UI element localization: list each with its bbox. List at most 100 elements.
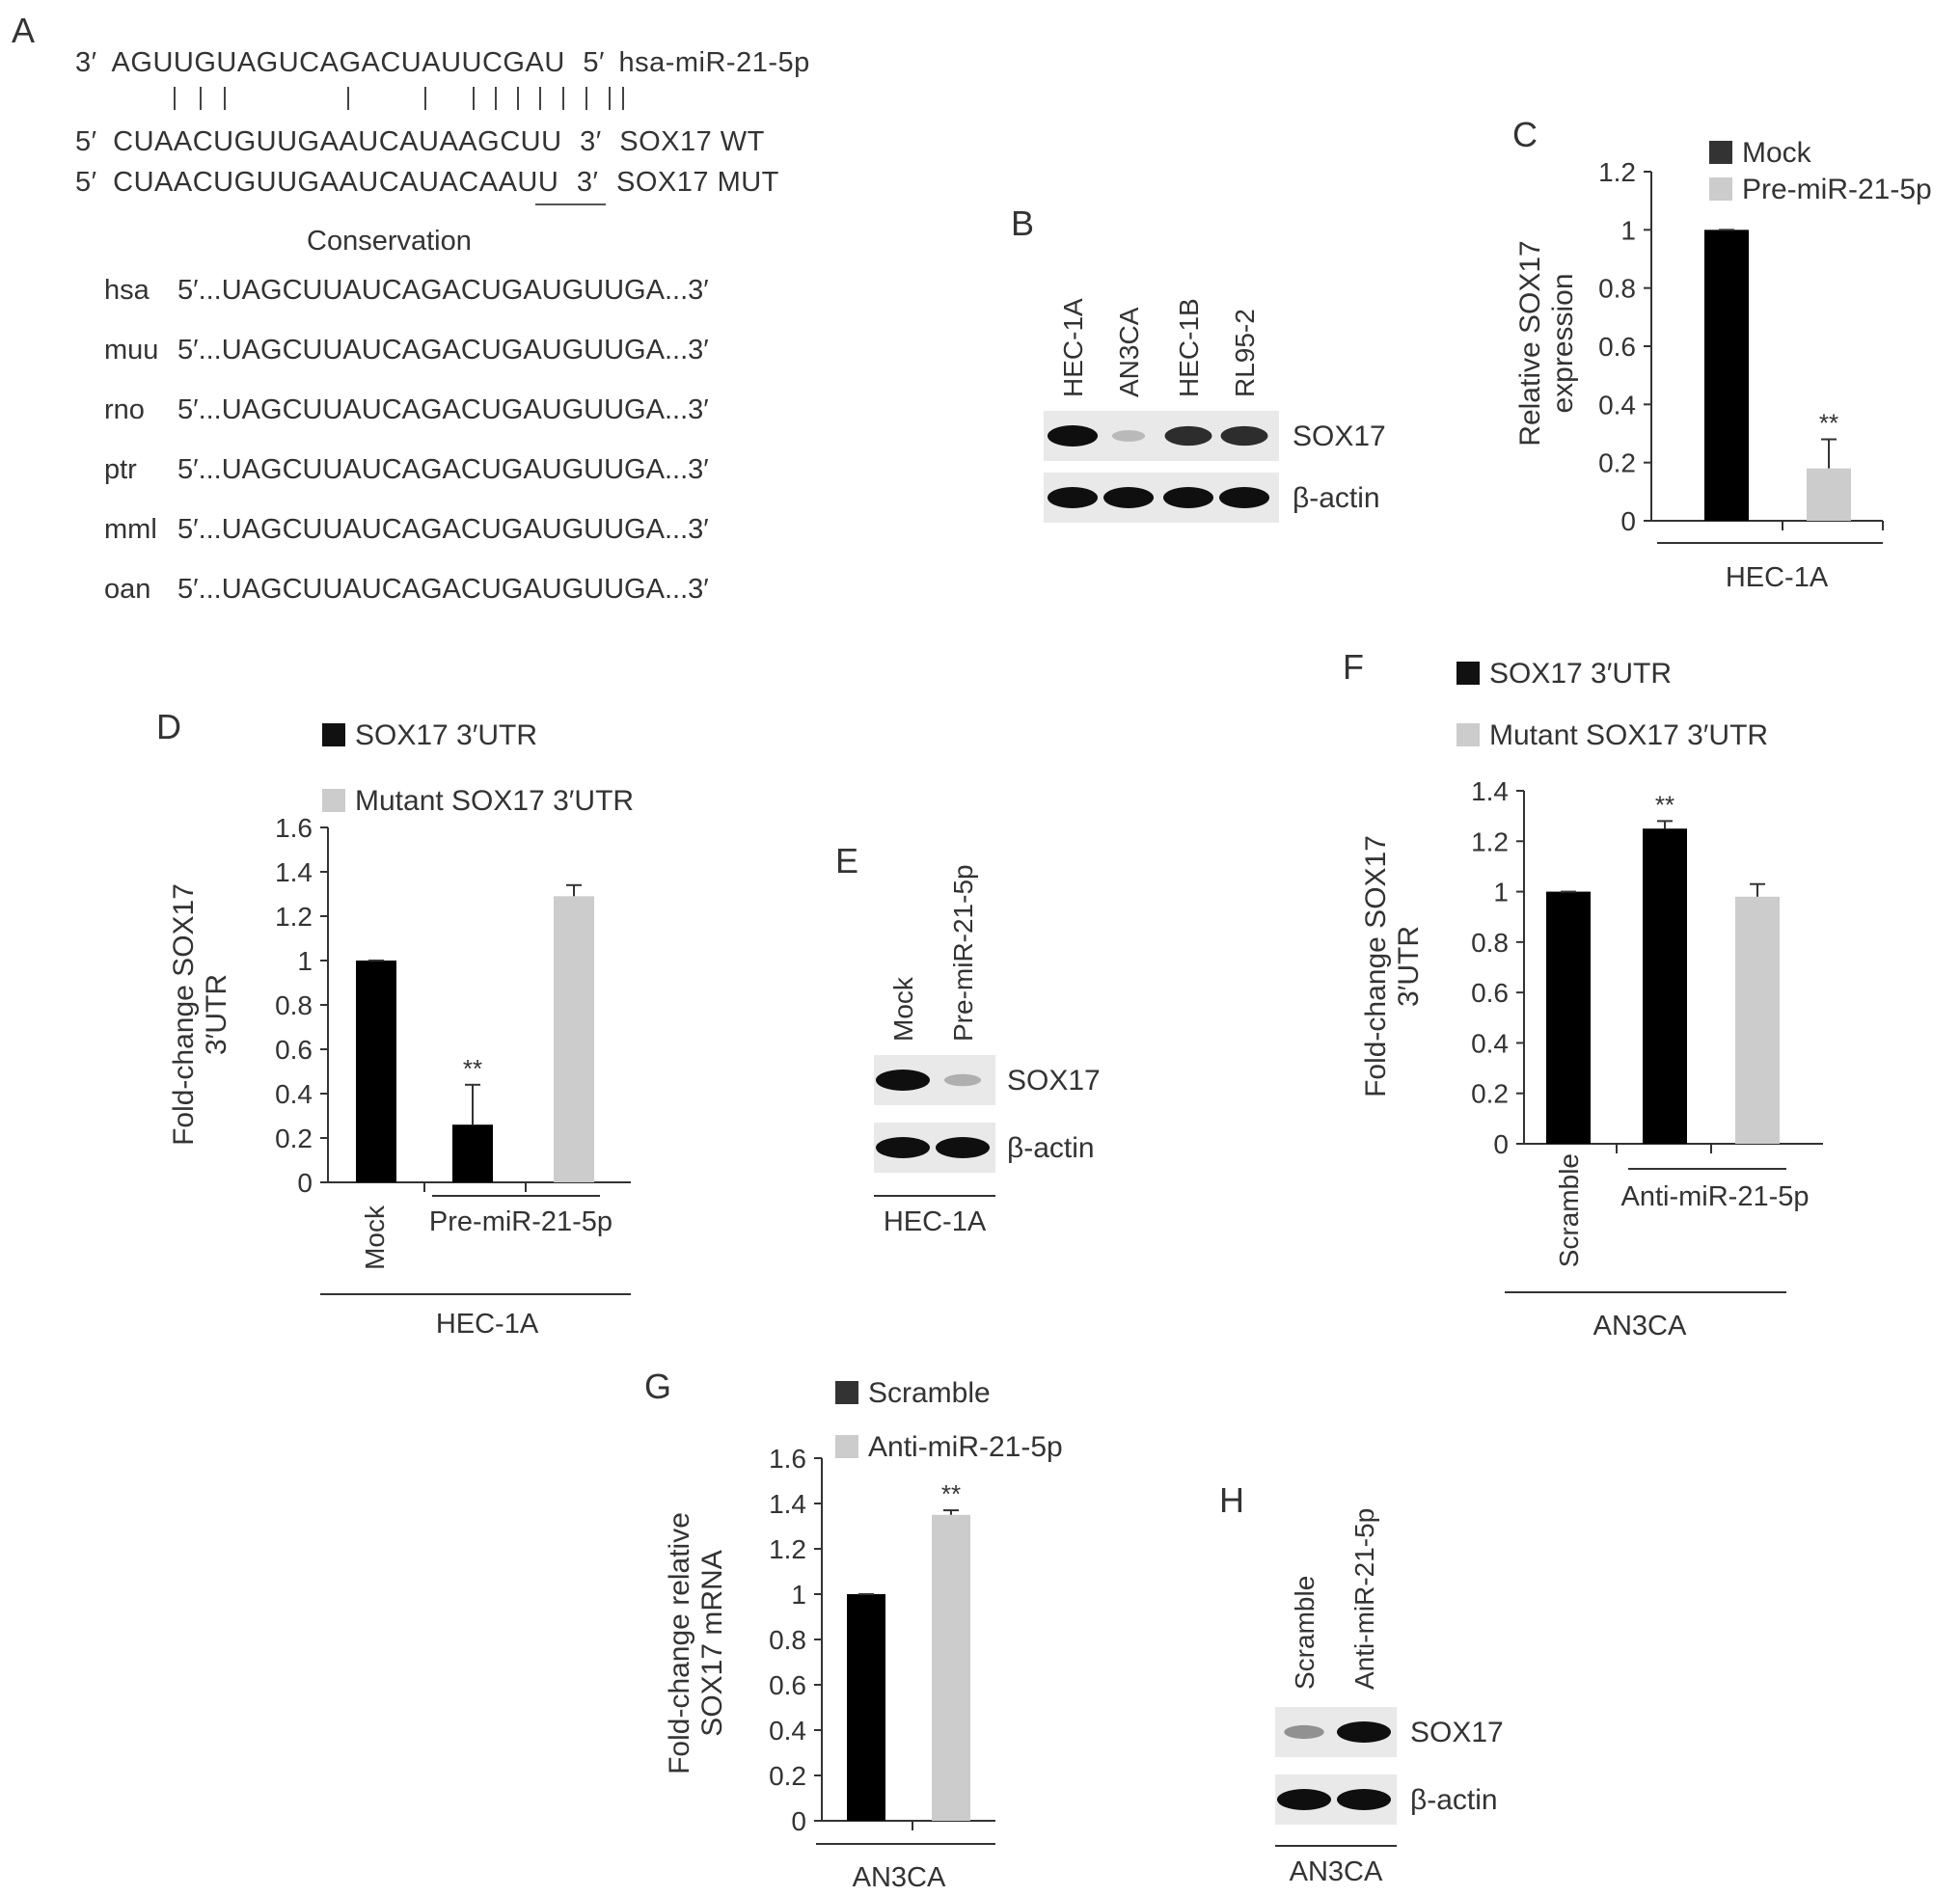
x-tick-label: Anti-miR-21-5p <box>1621 1181 1810 1212</box>
y-tick-label: 1.4 <box>769 1489 806 1519</box>
mirna-name: hsa-miR-21-5p <box>618 47 809 78</box>
y-axis-label: Fold-change relative <box>664 1512 695 1774</box>
panel-b: B HEC-1A AN3CA HEC-1B RL95-2 SOX17 β-actin <box>1011 203 1386 523</box>
y-tick-label: 0.4 <box>1598 390 1636 420</box>
blot-band <box>876 1137 930 1158</box>
blot-band <box>1219 487 1269 508</box>
y-axis-label: SOX17 mRNA <box>696 1550 728 1736</box>
group-label: AN3CA <box>1290 1856 1383 1887</box>
wt-name: SOX17 WT <box>619 126 765 157</box>
blot-band <box>936 1137 990 1158</box>
panel-c: C 0 0.2 0.4 0.6 0.8 1 1.2 Relative SOX17 express… <box>1512 115 1932 593</box>
group-label: HEC-1A <box>1726 562 1829 593</box>
significance-marker: ** <box>463 1054 482 1083</box>
panel-letter-f: F <box>1343 647 1364 687</box>
legend-swatch <box>1456 723 1480 746</box>
y-tick-label: 1.2 <box>275 902 313 932</box>
blot-band <box>943 1073 982 1087</box>
legend-swatch <box>322 723 345 746</box>
bar-chart-d: 0 0.2 0.4 0.6 0.8 1 1.2 1.4 1.6 Fold-change SOX17… <box>168 719 634 1340</box>
group-label: AN3CA <box>1593 1311 1687 1341</box>
western-blot-h: Scramble Anti-miR-21-5p SOX17 β-actin AN3CA <box>1275 1508 1504 1887</box>
species-label: mml <box>104 514 157 545</box>
species-label: oan <box>104 574 150 605</box>
panel-d: D 0 0.2 0.4 0.6 0.8 1 1.2 1.4 1.6 Fold-change SOX… <box>156 707 634 1340</box>
y-tick-label: 0 <box>791 1806 806 1836</box>
mirna-sequence: AGUUGUAGUCAGACUAUUCGAU <box>112 47 565 78</box>
panel-g: G 0 0.2 0.4 0.6 0.8 1 1.2 1.4 1.6 Fold-change rel… <box>644 1367 1063 1893</box>
y-tick-label: 1.4 <box>275 857 313 887</box>
bar-chart-f: 0 0.2 0.4 0.6 0.8 1 1.2 1.4 Fold-change SOX17 3′U… <box>1360 658 1823 1341</box>
blot-band <box>1337 1721 1391 1743</box>
panel-f: F 0 0.2 0.4 0.6 0.8 1 1.2 1.4 Fold-change SOX17 3… <box>1343 647 1823 1341</box>
y-tick-label: 1 <box>297 946 313 976</box>
bar <box>932 1514 970 1821</box>
y-tick-label: 0.8 <box>1598 274 1636 304</box>
y-tick-label: 0.8 <box>275 990 313 1020</box>
y-axis-label: Relative SOX17 <box>1514 240 1546 446</box>
bar <box>1735 896 1780 1144</box>
wt-row: 5′ CUAACUGUUGAAUCAUAAGCUU 3′ SOX17 WT <box>75 126 765 157</box>
legend-swatch <box>1456 662 1480 685</box>
wt-prime5: 5′ <box>75 126 97 157</box>
y-tick-label: 0.2 <box>1598 448 1636 478</box>
panel-letter-e: E <box>835 841 858 880</box>
legend-label: Mutant SOX17 3′UTR <box>1489 719 1768 751</box>
band-label: SOX17 <box>1293 420 1386 452</box>
conserved-sequence: 5′...UAGCUUAUCAGACUGAUGUUGA...3′ <box>177 394 709 425</box>
base-pair-lines <box>174 87 624 110</box>
band-label: β-actin <box>1293 482 1380 514</box>
bar <box>452 1124 493 1182</box>
bar <box>1807 468 1851 521</box>
y-tick-label: 1.2 <box>1598 157 1636 187</box>
mut-row: 5′ CUAACUGUUGAAUCAUACAAUU 3′ SOX17 MUT <box>75 167 779 198</box>
conserved-sequence: 5′...UAGCUUAUCAGACUGAUGUUGA...3′ <box>177 275 709 306</box>
legend-label: Pre-miR-21-5p <box>1742 174 1932 205</box>
bar <box>1704 230 1749 522</box>
bar <box>847 1594 885 1821</box>
lane-label: RL95-2 <box>1230 309 1260 397</box>
mut-sequence: CUAACUGUUGAAUCAUACAAUU <box>113 167 558 198</box>
lane-label: Anti-miR-21-5p <box>1349 1508 1379 1690</box>
lane-label: HEC-1A <box>1058 298 1088 397</box>
wt-prime3: 3′ <box>580 126 602 157</box>
species-label: muu <box>104 335 158 366</box>
mut-prime5: 5′ <box>75 167 97 198</box>
legend-label: Scramble <box>868 1377 991 1409</box>
y-tick-label: 0.8 <box>769 1625 806 1655</box>
significance-marker: ** <box>1819 409 1838 438</box>
bar-chart-c: 0 0.2 0.4 0.6 0.8 1 1.2 Relative SOX17 expressio… <box>1514 137 1932 593</box>
blot-band <box>1277 1789 1331 1810</box>
mirna-row: 3′ AGUUGUAGUCAGACUAUUCGAU 5′ hsa-miR-21-… <box>75 47 810 78</box>
panel-h: H Scramble Anti-miR-21-5p SOX17 β-actin AN3C… <box>1219 1480 1504 1887</box>
band-label: SOX17 <box>1007 1065 1101 1097</box>
panel-e: E Mock Pre-miR-21-5p SOX17 β-actin HEC-1A <box>835 841 1101 1237</box>
legend-label: Mutant SOX17 3′UTR <box>355 785 634 817</box>
y-tick-label: 0.8 <box>1471 928 1509 958</box>
y-tick-label: 0 <box>297 1168 313 1198</box>
bar <box>1643 828 1687 1144</box>
blot-band <box>1163 487 1213 508</box>
panel-letter-g: G <box>644 1367 671 1406</box>
y-axis-label: 3′UTR <box>201 974 232 1055</box>
mut-prime3: 3′ <box>577 167 599 198</box>
mirna-prime5: 5′ <box>583 47 605 78</box>
panel-letter-a: A <box>12 11 35 50</box>
y-axis-label: Fold-change SOX17 <box>1360 835 1392 1097</box>
blot-band <box>1220 425 1268 447</box>
legend-label: SOX17 3′UTR <box>1489 658 1672 690</box>
panel-letter-c: C <box>1512 115 1538 154</box>
group-label: AN3CA <box>853 1862 946 1893</box>
species-label: rno <box>104 394 145 425</box>
group-label: HEC-1A <box>884 1206 987 1237</box>
band-label: SOX17 <box>1410 1717 1504 1748</box>
y-tick-label: 1 <box>791 1580 806 1610</box>
legend-label: Anti-miR-21-5p <box>868 1431 1063 1463</box>
blot-band <box>1048 487 1098 508</box>
y-tick-label: 0 <box>1620 506 1636 536</box>
legend-swatch <box>835 1381 858 1404</box>
legend-swatch <box>1709 141 1732 164</box>
blot-band <box>1048 425 1098 447</box>
species-label: hsa <box>104 275 150 306</box>
